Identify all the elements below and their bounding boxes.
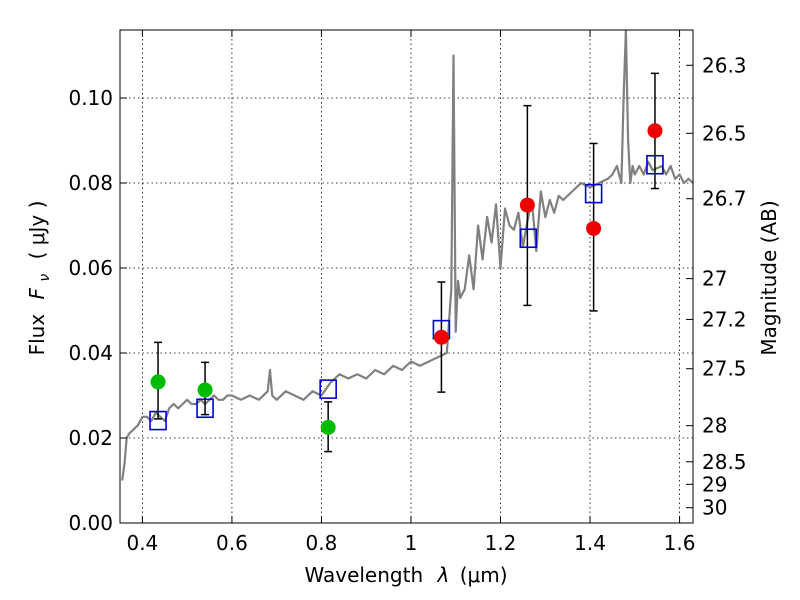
y2-tick-label: 30 <box>702 496 727 520</box>
model-spectrum-line <box>121 30 693 481</box>
model-band-square <box>196 398 214 419</box>
x-tick-label: 0.6 <box>216 531 248 555</box>
y-axis-label-prefix: Flux <box>25 314 49 356</box>
plot-frame <box>119 29 694 524</box>
photometry-point <box>586 220 602 236</box>
y2-tick-label: 29 <box>702 472 727 496</box>
y-tick-label: 0.08 <box>68 171 113 195</box>
x-tick-label: 0.8 <box>306 531 338 555</box>
y-tick-label: 0.06 <box>68 256 113 280</box>
y-axis-label-unit: ( μJy ) <box>25 201 49 260</box>
y2-tick-label: 26.3 <box>702 53 747 77</box>
model-band-squares <box>149 154 664 431</box>
x-tick-label: 1.4 <box>574 531 606 555</box>
y-tick-label: 0.00 <box>68 511 113 535</box>
y2-tick-label: 27 <box>702 267 727 291</box>
photometry-point <box>519 197 535 213</box>
y2-tick-label: 27.2 <box>702 307 747 331</box>
model-band-square <box>319 379 337 399</box>
x-axis-label-unit: (μm) <box>460 563 508 587</box>
y2-tick-label: 26.5 <box>702 121 747 145</box>
y2-tick-label: 28.5 <box>702 450 747 474</box>
x-tick-label: 1.2 <box>485 531 517 555</box>
photometry-point <box>197 382 213 398</box>
x-axis-label-prefix: Wavelength <box>304 563 423 587</box>
x-tick-label: 1.6 <box>664 531 696 555</box>
y2-tick-label: 26.7 <box>702 187 747 211</box>
photometry-point <box>320 419 336 435</box>
photometry-point <box>433 329 449 345</box>
y-tick-label: 0.10 <box>68 86 113 110</box>
model-band-square <box>584 183 603 204</box>
photometry-point <box>647 123 663 139</box>
x-axis-label-symbol: λ <box>437 563 450 587</box>
x-tick-label: 0.4 <box>126 531 158 555</box>
y-axis-label: Flux F ν ( μJy ) <box>25 201 54 356</box>
y-axis-label-symbol: F <box>25 287 49 299</box>
axis-ticks: 0.4 0.6 0.8 1 1.2 1.4 1.6 0.00 0.02 0.04 0.06 0.08 0… <box>68 30 747 555</box>
x-tick-label: 1 <box>405 531 418 555</box>
model-band-square <box>519 228 538 249</box>
photometry-point <box>150 374 166 390</box>
y-axis-label-subscript: ν <box>37 274 53 282</box>
y-tick-label: 0.04 <box>68 341 113 365</box>
plot-area <box>120 30 693 523</box>
x-axis-label: Wavelength λ (μm) <box>304 563 507 587</box>
photometry-points <box>150 123 663 435</box>
y2-tick-label: 27.5 <box>702 357 747 381</box>
model-band-square <box>149 410 167 431</box>
model-band-square <box>646 154 664 175</box>
model-spectrum <box>121 30 693 481</box>
y2-axis-label: Magnitude (AB) <box>757 200 781 355</box>
y2-tick-label: 28 <box>702 414 727 438</box>
y-tick-label: 0.02 <box>68 426 113 450</box>
